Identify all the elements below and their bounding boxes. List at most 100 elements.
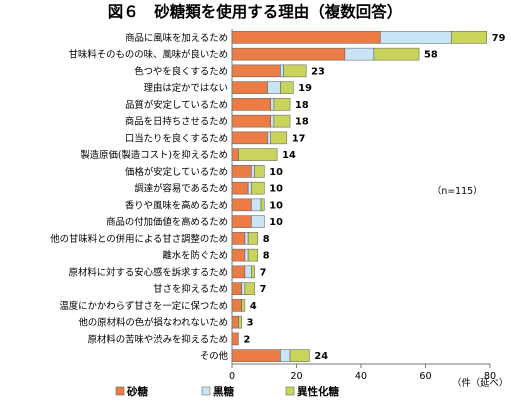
bar-segment <box>238 315 242 329</box>
bar-segment <box>251 265 255 279</box>
total-label: 3 <box>247 318 254 329</box>
bar-segment <box>254 165 265 178</box>
bar-segment <box>231 299 242 312</box>
total-label: 7 <box>260 267 267 278</box>
bar-segment <box>289 349 310 362</box>
category-label: 他の甘味料との併用による甘さ調整のため <box>50 233 228 245</box>
total-label: 10 <box>269 217 283 228</box>
bar-segment <box>231 265 246 279</box>
bar-segment <box>244 232 249 245</box>
bar-segment <box>231 98 271 111</box>
bar-segment <box>231 114 271 128</box>
category-label: 品質が安定しているため <box>125 99 228 111</box>
bar-segment <box>280 81 294 94</box>
bar-segment <box>251 215 265 228</box>
bar-segment <box>244 265 252 279</box>
bar-segment <box>231 47 346 61</box>
total-label: 18 <box>295 117 309 128</box>
legend: 砂糖 黒糖 異性化糖 <box>115 385 339 398</box>
bar-segment <box>241 299 246 312</box>
bar-segment <box>251 198 262 212</box>
legend-label: 異性化糖 <box>297 385 339 398</box>
category-label: 離水を防ぐため <box>162 250 228 262</box>
bar-segment <box>231 349 281 362</box>
category-label: 原材料に対する安心感を訴求するため <box>69 266 228 278</box>
total-label: 18 <box>295 100 309 111</box>
bar-segment <box>270 131 288 145</box>
total-label: 17 <box>292 133 306 144</box>
x-tick-label: 20 <box>290 371 302 382</box>
total-label: 8 <box>263 251 270 262</box>
bar-segment <box>260 198 265 212</box>
category-labels: 商品に風味を加えるため甘味料そのものの味、風味が良いため色つやを良くするため理由… <box>50 32 228 362</box>
total-label: 58 <box>424 50 438 61</box>
bar-segment <box>273 114 291 128</box>
total-label: 23 <box>311 66 325 77</box>
bar-segment <box>247 181 252 195</box>
bar-segment <box>231 232 246 245</box>
bar-segment <box>231 81 268 94</box>
x-tick-label: 60 <box>419 371 431 382</box>
category-label: 商品を日持ちさせるため <box>125 116 228 128</box>
bar-segment <box>251 181 265 195</box>
category-label: 温度にかかわらず甘さを一定に保つため <box>59 300 228 312</box>
total-label: 14 <box>282 150 296 161</box>
bar-segment <box>273 98 291 111</box>
bar-segment <box>231 31 381 44</box>
total-label: 10 <box>269 167 283 178</box>
total-label: 24 <box>314 351 328 362</box>
legend-swatch <box>115 386 125 396</box>
bar-segment <box>231 165 252 178</box>
bar-segment <box>238 148 278 161</box>
category-label: 製造原価(製造コスト)を抑えるため <box>80 149 228 161</box>
chart-title: 図６ 砂糖類を使用する理由（複数回答） <box>108 2 403 21</box>
bar-segment <box>344 47 375 61</box>
category-label: 商品に風味を加えるため <box>125 32 228 44</box>
bar-segment <box>231 248 246 262</box>
total-label: 19 <box>298 83 312 94</box>
category-label: 調達が容易であるため <box>134 183 228 195</box>
bar-segment <box>280 64 284 78</box>
category-label: 香りや風味を高めるため <box>125 199 228 211</box>
bar-segment <box>267 81 281 94</box>
bar-segment <box>231 282 242 295</box>
bar-segment <box>231 131 268 145</box>
bar-segment <box>270 114 275 128</box>
bar-segment <box>231 215 252 228</box>
total-label: 2 <box>243 334 250 345</box>
bars-group <box>231 31 488 362</box>
category-label: 色つやを良くするため <box>134 65 228 77</box>
bar-segment <box>280 349 291 362</box>
category-label: 甘味料そのものの味、風味が良いため <box>69 49 228 61</box>
category-label: 価格が安定しているため <box>125 166 228 178</box>
x-tick-label: 40 <box>355 371 367 382</box>
legend-swatch <box>201 386 211 396</box>
bar-segment <box>267 131 271 145</box>
total-label: 7 <box>260 284 267 295</box>
x-axis-ticks: 0 20 40 60 80 <box>229 364 496 382</box>
bar-segment <box>231 198 252 212</box>
x-tick-label: 80 <box>484 371 496 382</box>
bar-segment <box>247 248 259 262</box>
bar-segment <box>231 64 281 78</box>
bar-segment <box>247 232 259 245</box>
total-label: 79 <box>492 33 506 44</box>
bar-segment <box>251 165 255 178</box>
category-label: 甘さを抑えるため <box>153 283 228 295</box>
bar-segment <box>231 181 249 195</box>
total-label: 10 <box>269 184 283 195</box>
bar-segment <box>231 332 239 346</box>
legend-label: 砂糖 <box>126 385 148 398</box>
category-label: 口当たりを良くするため <box>125 132 228 144</box>
category-label: その他 <box>200 350 229 362</box>
x-axis-label: （件（延べ） <box>452 377 508 389</box>
bar-segment <box>451 31 488 44</box>
bar-segment <box>283 64 307 78</box>
total-label: 10 <box>269 200 283 211</box>
category-label: 理由は定かではない <box>144 82 228 94</box>
bar-segment <box>244 248 249 262</box>
bar-segment <box>231 315 239 329</box>
x-tick-label: 0 <box>229 371 235 382</box>
